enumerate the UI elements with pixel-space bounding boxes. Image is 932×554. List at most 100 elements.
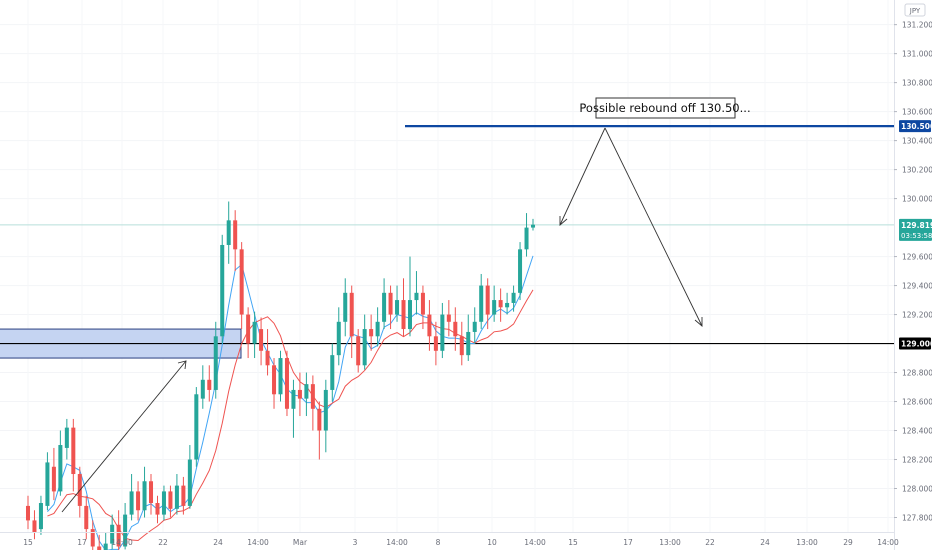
support-label-text: 129.000 (901, 340, 932, 349)
candle-body (32, 520, 37, 532)
candle-body (265, 350, 270, 366)
time-tick-label: 14:00 (877, 538, 899, 547)
time-axis[interactable]: 15 17 14:00 22 24 14:00 Mar 3 14:00 8 10 14:00 15 17 1… (0, 532, 899, 548)
ma-slow-line (47, 289, 534, 542)
candle-body (356, 336, 361, 366)
candle-body (291, 389, 296, 409)
candle-body (310, 384, 315, 409)
candle-body (330, 355, 335, 390)
annotation-callout[interactable]: Possible rebound off 130.50... (579, 97, 751, 119)
time-tick-label: 8 (436, 538, 441, 547)
candle-body (297, 389, 302, 399)
candle-body (142, 481, 147, 511)
price-tick-label: 128.200 (902, 456, 932, 465)
price-tick-label: 129.200 (902, 311, 932, 320)
candle-body (420, 292, 425, 315)
candle-body (414, 292, 419, 301)
candle-body (485, 285, 490, 315)
candle-body (174, 485, 179, 509)
candle-body (304, 384, 309, 399)
price-axis[interactable]: 127.800 128.000 128.200 128.400 128.600 128.8… (894, 0, 932, 550)
time-tick-label: 10 (487, 538, 497, 547)
price-tick-label: 130.200 (902, 166, 932, 175)
time-tick-label: 14:00 (111, 538, 133, 547)
time-tick-label: 14:00 (247, 538, 269, 547)
time-tick-label: 22 (705, 538, 715, 547)
candle-body (479, 285, 484, 322)
price-tick-label: 128.400 (902, 427, 932, 436)
candle-body (433, 336, 438, 351)
candle-body (252, 321, 257, 344)
candle-body (168, 491, 173, 509)
price-levels[interactable] (0, 125, 894, 345)
price-tick-label: 127.800 (902, 514, 932, 523)
price-tick-label: 129.400 (902, 282, 932, 291)
candle-body (259, 329, 264, 351)
candle-body (155, 503, 160, 515)
time-tick-label: 22 (158, 538, 168, 547)
candle-body (161, 491, 166, 515)
current-label-text: 129.819 (901, 221, 932, 230)
candle-body (427, 314, 432, 337)
time-tick-label: 14:00 (386, 538, 408, 547)
support-price-label: 129.000 (899, 337, 932, 350)
candle-body (207, 379, 212, 390)
price-axis-background (894, 0, 932, 550)
trend-arrow-left-head (177, 360, 187, 370)
projection-arrow-down-head (694, 317, 703, 327)
time-tick-label: 24 (760, 538, 770, 547)
projection-arrow-back-head (559, 216, 568, 226)
candle-body (90, 529, 95, 547)
time-tick-label: 17 (77, 538, 87, 547)
candle-body (401, 300, 406, 330)
candle-body (362, 329, 367, 366)
time-tick-label: 15 (568, 538, 578, 547)
candle-body (440, 314, 445, 351)
currency-badge-box[interactable] (904, 3, 926, 17)
candle-body (246, 314, 251, 344)
current-label-bg (899, 218, 932, 241)
candle-body (375, 321, 380, 337)
candle-body (284, 358, 289, 409)
projection-arrow-down[interactable] (604, 127, 703, 327)
candle-body (149, 481, 154, 504)
candle-body (395, 300, 400, 315)
candle-body (71, 427, 76, 475)
price-tick-label: 131.200 (902, 21, 932, 30)
time-tick-label: 13:00 (659, 538, 681, 547)
candle-body (369, 329, 374, 337)
price-tick-label: 130.800 (902, 79, 932, 88)
drawings[interactable]: Possible rebound off 130.50... (61, 97, 751, 513)
price-tick-label: 128.800 (902, 369, 932, 378)
candle-body (459, 336, 464, 356)
time-tick-label: 24 (213, 538, 223, 547)
time-tick-label: 29 (843, 538, 853, 547)
projection-arrow-up[interactable] (559, 127, 606, 226)
candle-body (511, 292, 516, 303)
candle-body (187, 459, 192, 506)
time-tick-label: 14:00 (524, 538, 546, 547)
annotation-box[interactable] (595, 97, 736, 119)
price-tick-labels: 127.800 128.000 128.200 128.400 128.600 128.8… (894, 21, 932, 523)
candle-body (317, 408, 322, 431)
currency-badge[interactable]: JPY (904, 3, 926, 17)
candle-body (116, 524, 121, 547)
candle-body (233, 220, 238, 250)
time-tick-label: 3 (353, 538, 358, 547)
candle-body (25, 505, 31, 521)
candle-body (343, 292, 348, 322)
price-tick-label: 130.000 (902, 195, 932, 204)
candle-body (226, 220, 231, 245)
price-tick-label: 129.600 (902, 253, 932, 262)
candle-body (194, 394, 199, 460)
price-tick-label: 128.600 (902, 398, 932, 407)
candle-body (472, 321, 477, 332)
price-tick-label: 130.600 (902, 108, 932, 117)
trend-arrow-left[interactable] (61, 360, 187, 513)
candle-body (103, 543, 108, 554)
time-tick-label: 17 (623, 538, 633, 547)
candle-body (446, 314, 451, 322)
current-price-label: 129.819 03:53:58 (899, 218, 932, 241)
